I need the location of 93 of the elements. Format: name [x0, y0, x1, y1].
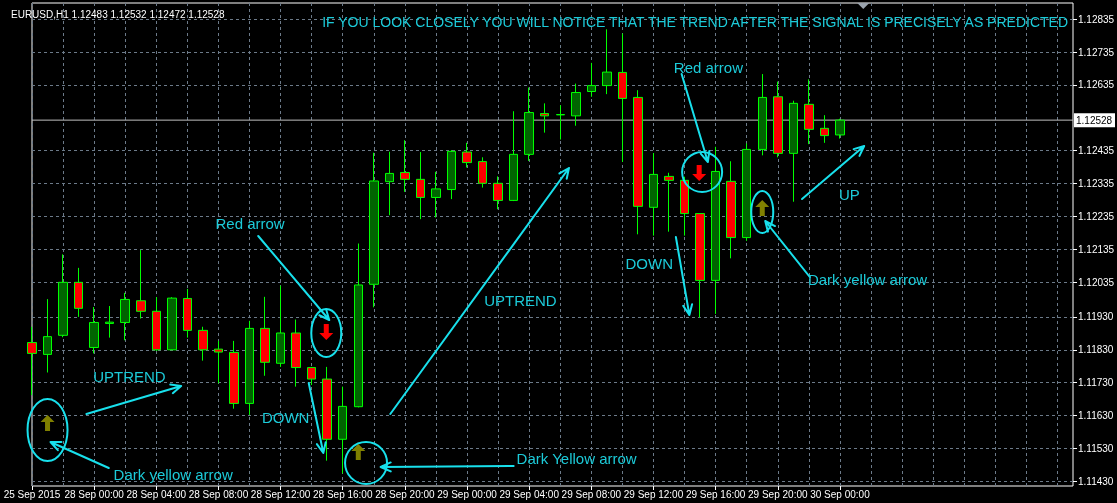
x-tick-label: 29 Sep 08:00 [561, 488, 622, 500]
x-tick-label: 29 Sep 00:00 [437, 488, 498, 500]
candlestick [587, 62, 596, 98]
candlestick [773, 81, 783, 158]
x-tick-label: 28 Sep 04:00 [126, 488, 187, 500]
candlestick [167, 296, 177, 351]
candlestick [789, 100, 798, 203]
y-tick-label: 1.12835 [1078, 13, 1115, 25]
candlestick [105, 305, 114, 339]
candlestick [322, 366, 332, 462]
candlestick [649, 152, 658, 237]
y-tick-label: 1.11830 [1078, 344, 1114, 356]
x-tick-label: 28 Sep 00:00 [64, 488, 125, 500]
x-tick-label: 25 Sep 2015 [3, 488, 61, 500]
candlestick [462, 142, 472, 169]
annotation: DOWN [625, 254, 674, 272]
candlestick [431, 171, 441, 219]
candlestick [726, 160, 736, 259]
candlestick [385, 151, 394, 216]
candlestick [43, 298, 52, 373]
candlestick [618, 33, 627, 163]
annotation: Dark yellow arrow [807, 270, 928, 288]
annotation: UP [839, 185, 860, 203]
x-tick-label: 29 Sep 20:00 [748, 488, 808, 500]
annotation: UPTREND [484, 291, 557, 309]
y-tick-label: 1.12135 [1078, 243, 1115, 255]
candlestick [664, 172, 674, 233]
x-tick-label: 28 Sep 08:00 [188, 488, 249, 500]
candlestick [540, 102, 549, 134]
y-tick-label: 1.12735 [1078, 46, 1115, 58]
candlestick [27, 326, 37, 396]
x-tick-label: 28 Sep 12:00 [250, 488, 311, 500]
annotation: Dark Yellow arrow [516, 449, 637, 467]
y-tick-label: 1.11630 [1078, 410, 1114, 422]
x-tick-label: 28 Sep 16:00 [313, 488, 373, 500]
y-tick-label: 1.11530 [1078, 442, 1114, 454]
candlestick [338, 386, 347, 474]
text: EURUSD,H1 1.12483 1.12532 1.12472 1.12528 [11, 8, 225, 20]
candlestick [835, 118, 845, 140]
candlestick [556, 104, 565, 141]
candlestick [74, 267, 83, 318]
candlestick [229, 340, 239, 410]
candlestick [120, 292, 130, 341]
x-tick-label: 29 Sep 12:00 [623, 488, 684, 500]
candlestick [183, 288, 192, 339]
x-tick-label: 28 Sep 20:00 [375, 488, 436, 500]
candlestick [524, 87, 534, 162]
annotation: Red arrow [215, 214, 285, 232]
annotation: UPTREND [93, 367, 166, 385]
candlestick [89, 306, 99, 354]
candlestick [291, 319, 301, 388]
candlestick [447, 149, 456, 200]
x-tick-label: 29 Sep 16:00 [685, 488, 746, 500]
candlestick [680, 176, 689, 237]
annotation: DOWN [261, 408, 310, 426]
annotation: IF YOU LOOK CLOSELY YOU WILL NOTICE THAT THE TREND AFTER THE SIGNAL IS PRECISELY AS PREDICTED [322, 14, 1068, 30]
candlestick [198, 326, 208, 362]
candlestick [260, 296, 270, 377]
candlestick [152, 296, 161, 352]
candlestick [758, 73, 767, 156]
candlestick [695, 213, 705, 319]
candlestick [509, 110, 518, 202]
y-tick-label: 1.11430 [1078, 475, 1114, 487]
y-tick-label: 1.12235 [1078, 211, 1115, 223]
annotation: Dark yellow arrow [113, 465, 233, 483]
candlestick [276, 285, 285, 368]
y-tick-label: 1.11730 [1078, 377, 1114, 389]
candlestick [416, 151, 425, 220]
candlestick [478, 156, 487, 189]
x-tick-label: 29 Sep 04:00 [499, 488, 560, 500]
y-tick-label: 1.12435 [1078, 145, 1115, 157]
ref-line-label: 1.12528 [1076, 114, 1113, 126]
candlestick [58, 253, 68, 338]
candlestick [136, 249, 146, 320]
candlestick [571, 83, 581, 127]
x-tick-label: 30 Sep 00:00 [810, 488, 871, 500]
candlestick [742, 142, 751, 242]
candlestick [493, 175, 503, 210]
candlestick [245, 320, 254, 416]
candlestick [820, 114, 829, 144]
candlestick [307, 366, 316, 386]
y-tick-label: 1.12635 [1078, 79, 1115, 91]
candlestick [602, 28, 612, 95]
candlestick [633, 89, 643, 235]
candlestick [369, 152, 379, 308]
candlestick [400, 139, 410, 193]
y-tick-label: 1.12335 [1078, 178, 1115, 190]
candlestick [804, 78, 814, 145]
candlestick [214, 340, 223, 384]
y-tick-label: 1.11930 [1078, 311, 1114, 323]
candlestick [354, 243, 363, 408]
annotation: Red arrow [673, 58, 744, 76]
y-tick-label: 1.12035 [1078, 276, 1115, 288]
